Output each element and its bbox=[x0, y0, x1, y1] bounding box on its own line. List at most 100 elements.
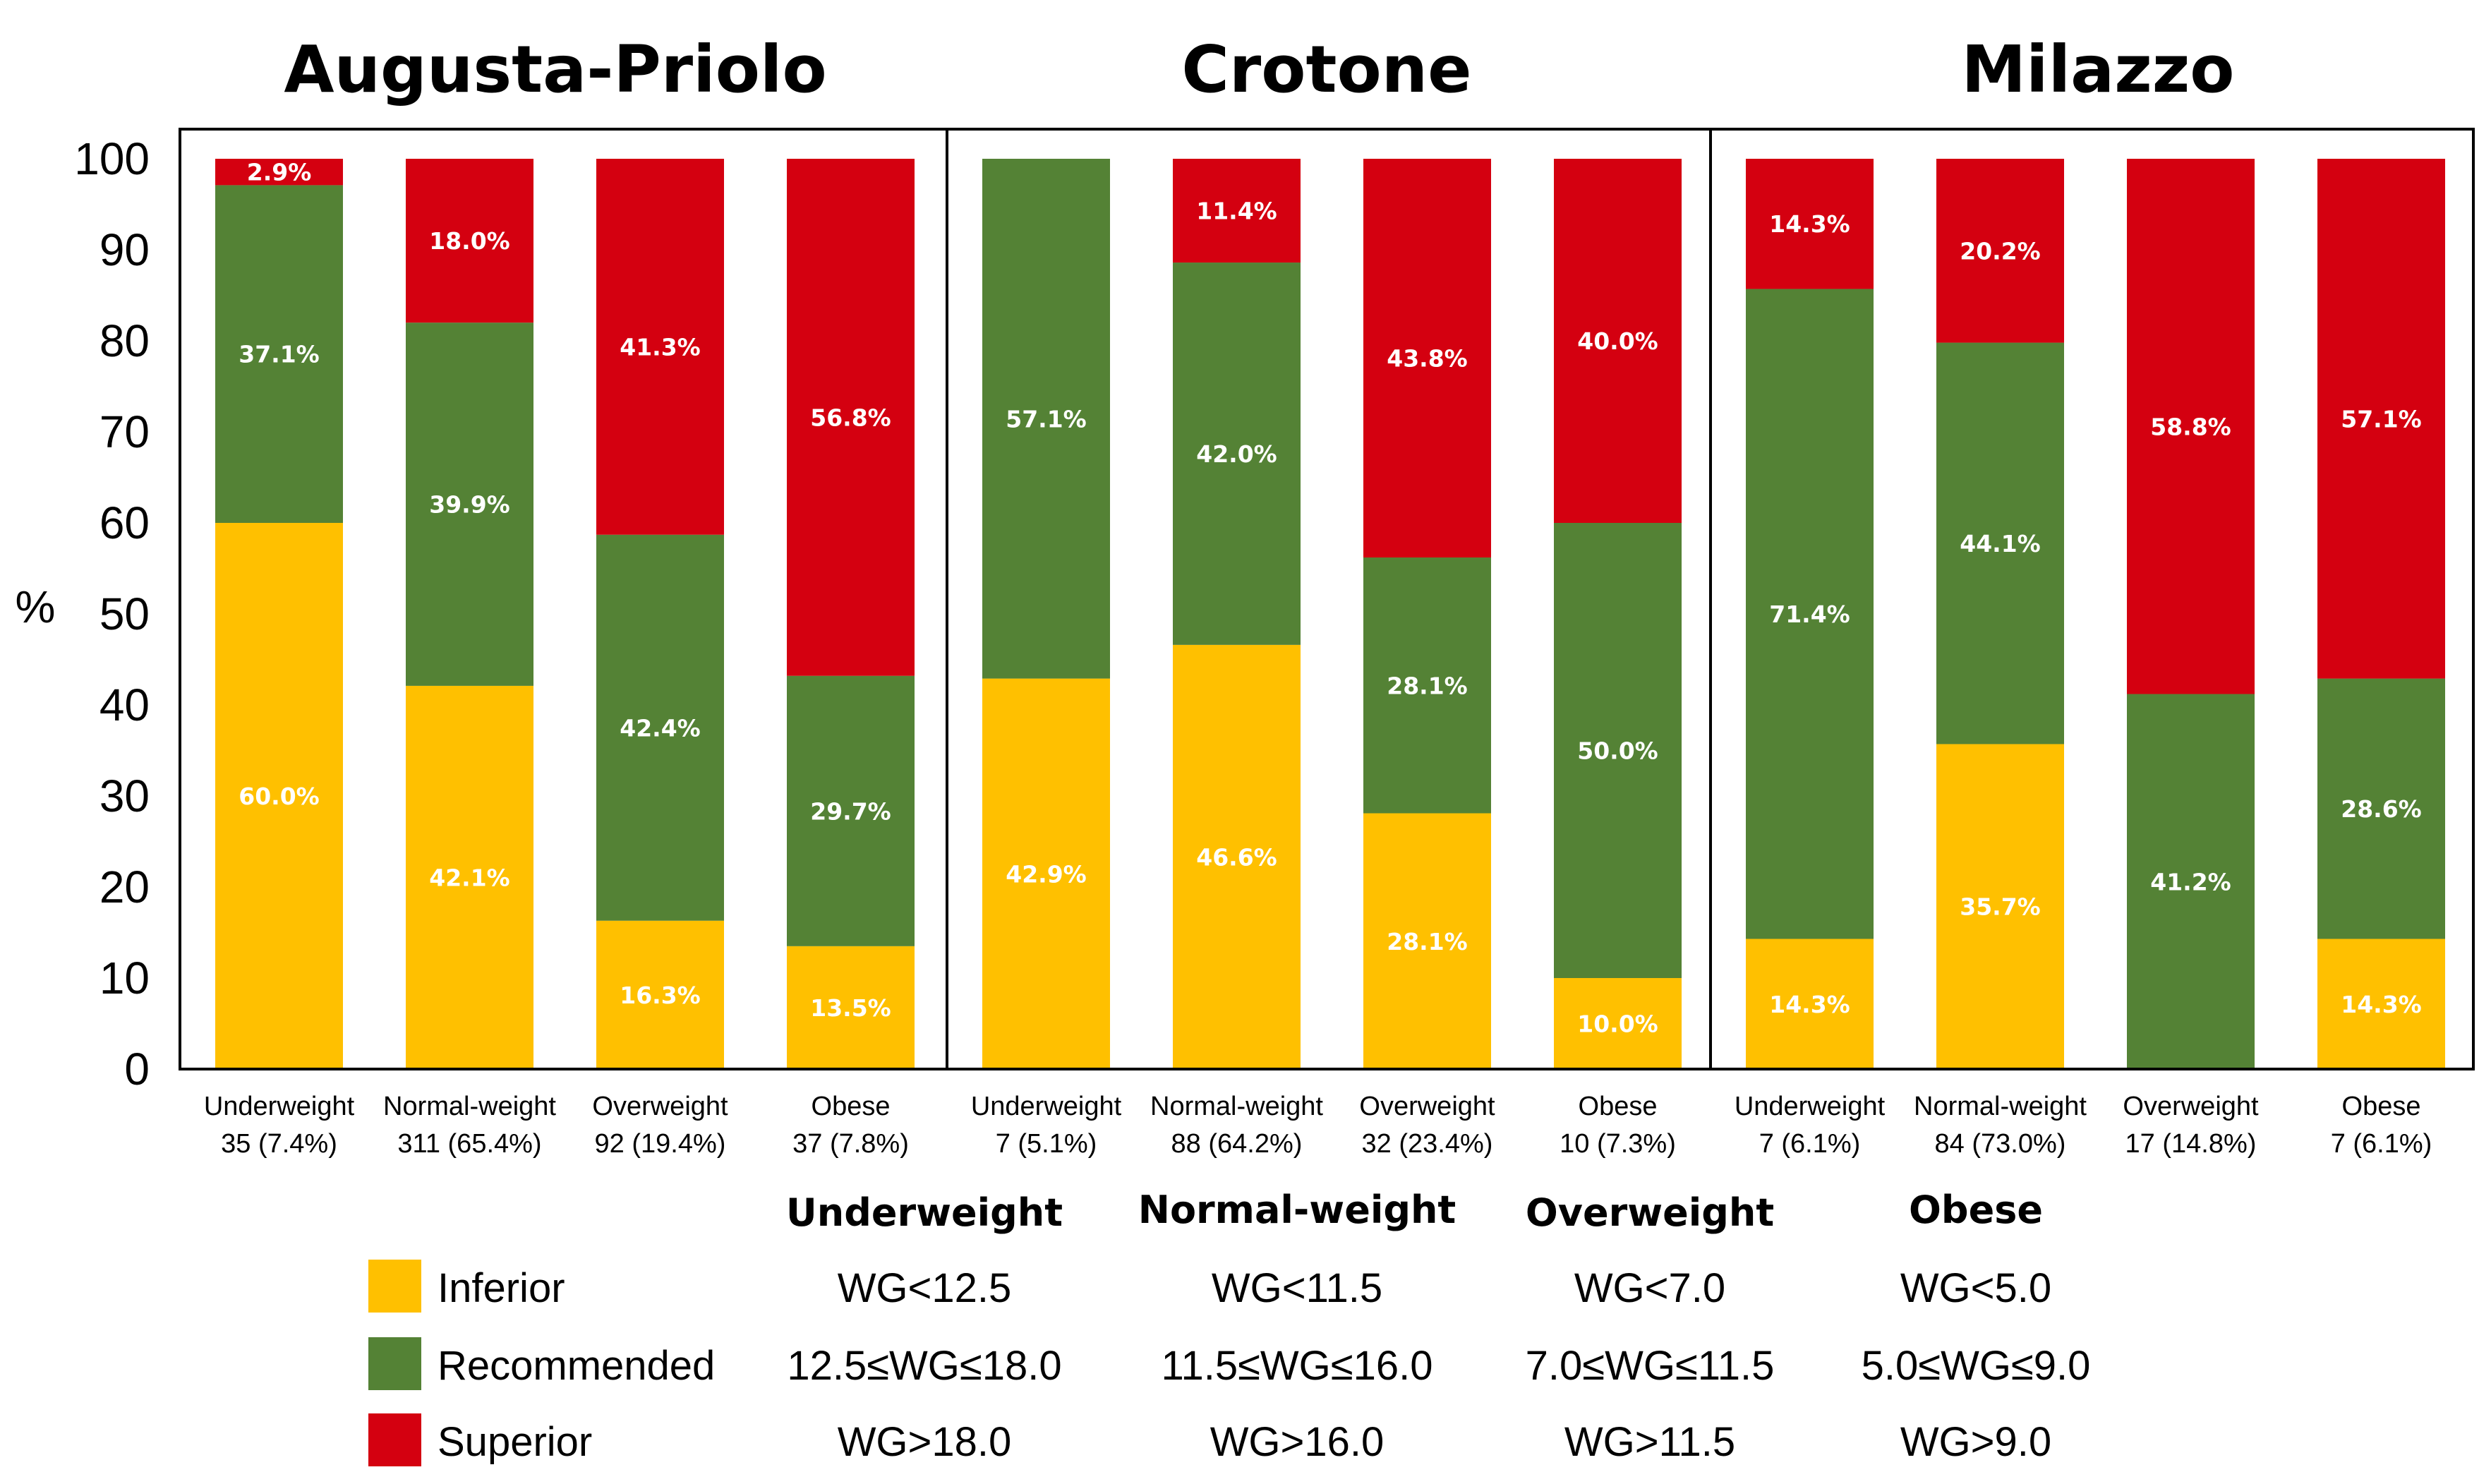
category-count-label: 7 (5.1%) bbox=[996, 1129, 1097, 1159]
bar-inferior bbox=[787, 946, 915, 1069]
category-label: Normal-weight bbox=[383, 1092, 556, 1121]
bar-value-label: 43.8% bbox=[1387, 345, 1468, 373]
legend-label: Recommended bbox=[438, 1343, 715, 1389]
bar-superior bbox=[1936, 159, 2064, 343]
bar-value-label: 58.8% bbox=[2150, 413, 2231, 440]
legend-swatch-superior bbox=[368, 1413, 421, 1466]
bar-value-label: 42.0% bbox=[1196, 440, 1277, 468]
legend-threshold-cell: 12.5≤WG≤18.0 bbox=[787, 1343, 1061, 1389]
category-label: Normal-weight bbox=[1150, 1092, 1323, 1121]
bar-value-label: 14.3% bbox=[1769, 991, 1850, 1018]
legend-threshold-cell: WG<11.5 bbox=[1212, 1265, 1382, 1311]
bar-value-label: 60.0% bbox=[239, 783, 320, 810]
bar-recommended bbox=[982, 159, 1110, 679]
bar-inferior bbox=[2317, 939, 2445, 1069]
bar-inferior bbox=[1936, 744, 2064, 1069]
bar-value-label: 18.0% bbox=[429, 227, 510, 255]
bar-superior bbox=[1746, 159, 1874, 289]
bar-inferior bbox=[1554, 978, 1682, 1069]
bar-inferior bbox=[1746, 939, 1874, 1069]
legend-threshold-cell: WG>9.0 bbox=[1900, 1419, 2051, 1465]
panel-title: Augusta-Priolo bbox=[284, 32, 826, 107]
legend-column-header: Overweight bbox=[1526, 1190, 1774, 1235]
category-count-label: 35 (7.4%) bbox=[221, 1129, 337, 1159]
panel-title: Milazzo bbox=[1961, 32, 2234, 107]
category-count-label: 10 (7.3%) bbox=[1560, 1129, 1676, 1159]
legend-threshold-cell: 7.0≤WG≤11.5 bbox=[1526, 1343, 1775, 1389]
bar-value-label: 35.7% bbox=[1960, 893, 2041, 921]
bar-value-label: 16.3% bbox=[620, 982, 701, 1009]
y-tick-label: 70 bbox=[99, 406, 150, 457]
category-label: Overweight bbox=[1359, 1092, 1495, 1121]
bar-value-label: 57.1% bbox=[2341, 405, 2422, 433]
legend-column-header: Normal-weight bbox=[1138, 1188, 1456, 1232]
bar-inferior bbox=[215, 523, 343, 1069]
y-tick-label: 10 bbox=[99, 953, 150, 1003]
bar-value-label: 46.6% bbox=[1196, 843, 1277, 871]
category-label: Underweight bbox=[971, 1092, 1122, 1121]
category-label: Underweight bbox=[1735, 1092, 1886, 1121]
legend-threshold-cell: WG<5.0 bbox=[1900, 1265, 2051, 1311]
legend-label: Superior bbox=[438, 1419, 592, 1465]
bar-value-label: 50.0% bbox=[1577, 737, 1658, 765]
bar-recommended bbox=[2127, 694, 2255, 1069]
y-tick-label: 80 bbox=[99, 315, 150, 366]
category-count-label: 311 (65.4%) bbox=[397, 1129, 541, 1159]
legend-threshold-cell: WG>18.0 bbox=[838, 1419, 1012, 1465]
bar-recommended bbox=[596, 534, 724, 921]
category-label: Overweight bbox=[2123, 1092, 2259, 1121]
category-label: Overweight bbox=[592, 1092, 728, 1121]
bar-value-label: 41.3% bbox=[620, 333, 701, 361]
bar-recommended bbox=[1363, 557, 1491, 814]
panel-title: Crotone bbox=[1181, 32, 1471, 107]
bar-recommended bbox=[406, 322, 533, 686]
bar-recommended bbox=[1936, 342, 2064, 744]
bar-value-label: 56.8% bbox=[810, 404, 891, 431]
bar-value-label: 29.7% bbox=[810, 797, 891, 825]
bar-recommended bbox=[1173, 263, 1301, 645]
y-tick-label: 50 bbox=[99, 589, 150, 639]
bar-recommended bbox=[1746, 289, 1874, 939]
legend-column-header: Underweight bbox=[786, 1190, 1063, 1235]
bar-superior bbox=[1173, 159, 1301, 263]
bar-superior bbox=[1554, 159, 1682, 523]
legend-threshold-cell: WG>11.5 bbox=[1564, 1419, 1735, 1465]
bar-superior bbox=[1363, 159, 1491, 558]
bar-superior bbox=[787, 159, 915, 676]
category-label: Normal-weight bbox=[1914, 1092, 2087, 1121]
bar-inferior bbox=[1173, 644, 1301, 1069]
bar-inferior bbox=[406, 685, 533, 1069]
bar-value-label: 14.3% bbox=[2341, 991, 2422, 1018]
category-label: Underweight bbox=[204, 1092, 355, 1121]
legend-threshold-cell: 5.0≤WG≤9.0 bbox=[1862, 1343, 2091, 1389]
y-tick-label: 100 bbox=[74, 133, 150, 184]
y-tick-label: 60 bbox=[99, 497, 150, 548]
y-tick-label: 20 bbox=[99, 862, 150, 912]
bar-value-label: 44.1% bbox=[1960, 530, 2041, 557]
bar-inferior bbox=[596, 920, 724, 1069]
category-count-label: 7 (6.1%) bbox=[2331, 1129, 2432, 1159]
category-count-label: 84 (73.0%) bbox=[1935, 1129, 2066, 1159]
bar-value-label: 13.5% bbox=[810, 994, 891, 1022]
bar-value-label: 41.2% bbox=[2150, 868, 2231, 895]
bar-value-label: 42.1% bbox=[429, 864, 510, 891]
bar-value-label: 28.1% bbox=[1387, 928, 1468, 955]
bar-value-label: 40.0% bbox=[1577, 327, 1658, 355]
bar-value-label: 37.1% bbox=[239, 341, 320, 368]
legend-threshold-cell: WG<12.5 bbox=[838, 1265, 1012, 1311]
legend-threshold-cell: 11.5≤WG≤16.0 bbox=[1162, 1343, 1433, 1389]
y-axis-label: % bbox=[16, 581, 56, 632]
category-label: Obese bbox=[2342, 1092, 2421, 1121]
legend-threshold-cell: WG>16.0 bbox=[1210, 1419, 1385, 1465]
legend-swatch-recommended bbox=[368, 1337, 421, 1390]
category-count-label: 92 (19.4%) bbox=[595, 1129, 726, 1159]
category-count-label: 37 (7.8%) bbox=[792, 1129, 909, 1159]
category-count-label: 32 (23.4%) bbox=[1362, 1129, 1493, 1159]
bar-value-label: 14.3% bbox=[1769, 210, 1850, 238]
bar-recommended bbox=[215, 185, 343, 523]
bar-value-label: 42.4% bbox=[620, 714, 701, 742]
bar-value-label: 2.9% bbox=[247, 159, 312, 186]
legend-label: Inferior bbox=[438, 1265, 565, 1311]
y-tick-label: 30 bbox=[99, 771, 150, 821]
y-tick-label: 40 bbox=[99, 680, 150, 730]
